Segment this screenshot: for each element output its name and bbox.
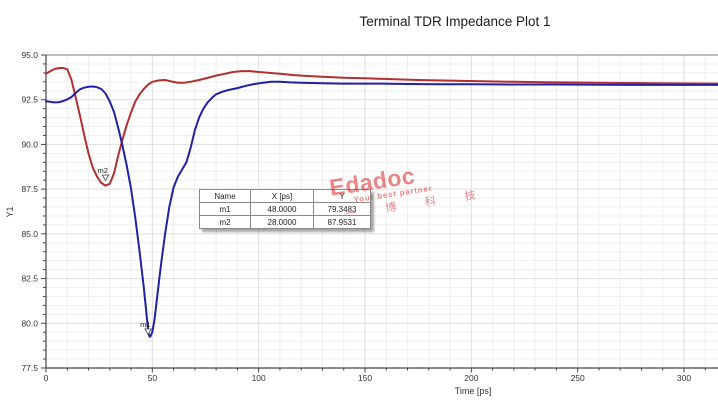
chart-title: Terminal TDR Impedance Plot 1 xyxy=(359,14,551,29)
marker-table-header-x: X [ps] xyxy=(250,189,314,203)
y-tick-label: 85.0 xyxy=(21,229,38,239)
x-tick-label: 250 xyxy=(571,373,585,383)
y-tick-label: 92.5 xyxy=(21,95,38,105)
marker-table-header-row: Name X [ps] Y xyxy=(199,189,371,203)
y-tick-label: 82.5 xyxy=(21,274,38,284)
y-tick-label: 90.0 xyxy=(21,139,38,149)
m1-y-cell: 79.3483 xyxy=(313,202,371,216)
m2-name-cell: m2 xyxy=(199,215,251,229)
series-red-trace xyxy=(45,66,718,187)
x-tick-label: 200 xyxy=(464,373,478,383)
x-tick-label: 150 xyxy=(358,373,372,383)
y-axis-title: Y1 xyxy=(5,206,15,218)
marker-table-row-m2: m2 28.0000 87.9531 xyxy=(199,215,371,229)
series-blue-trace xyxy=(45,80,718,338)
x-axis-title: Time [ps] xyxy=(454,386,492,396)
marker-glyph-m1[interactable] xyxy=(144,328,153,336)
m1-name-cell: m1 xyxy=(199,202,251,216)
m1-x-cell: 48.0000 xyxy=(250,202,314,216)
y-tick-label: 95.0 xyxy=(21,50,38,60)
y-tick-label: 77.5 xyxy=(21,363,38,373)
m2-y-cell: 87.9531 xyxy=(313,215,371,229)
x-tick-label: 100 xyxy=(252,373,266,383)
marker-table-header-y: Y xyxy=(313,189,371,203)
y-tick-label: 87.5 xyxy=(21,184,38,194)
m2-x-cell: 28.0000 xyxy=(250,215,314,229)
x-tick-label: 300 xyxy=(677,373,691,383)
x-tick-label: 0 xyxy=(44,373,49,383)
marker-table-header-name: Name xyxy=(199,189,251,203)
marker-glyph-m2[interactable] xyxy=(101,174,110,182)
marker-table-row-m1: m1 48.0000 79.3483 xyxy=(199,202,371,216)
y-tick-label: 80.0 xyxy=(21,318,38,328)
x-tick-label: 50 xyxy=(148,373,158,383)
marker-label-m1[interactable]: m1 xyxy=(140,320,150,329)
marker-label-m2[interactable]: m2 xyxy=(98,166,108,175)
marker-readout-table[interactable]: Name X [ps] Y m1 48.0000 79.3483 m2 28.0… xyxy=(199,189,371,229)
